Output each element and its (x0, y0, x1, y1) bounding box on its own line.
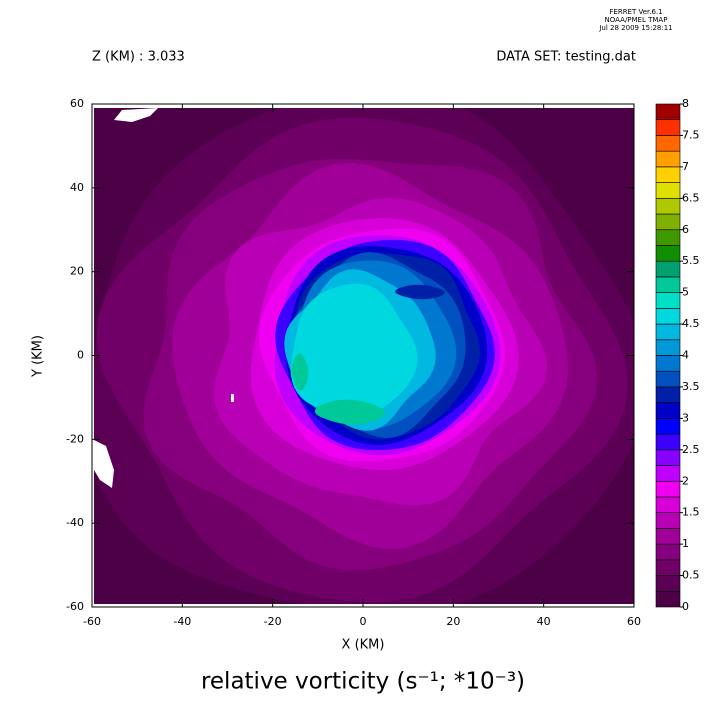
y-axis-label: Y (KM) (31, 335, 46, 378)
colorbar-swatch (655, 150, 681, 168)
colorbar-swatch (655, 323, 681, 341)
colorbar-swatch (655, 402, 681, 419)
missing-data (94, 440, 114, 488)
colorbar-swatch (655, 198, 681, 215)
colorbar-tick-label: 3.5 (682, 380, 700, 393)
colorbar-swatch (655, 308, 681, 325)
colorbar-tick-label: 6 (682, 223, 689, 236)
colorbar-swatch (655, 543, 681, 561)
y-tick-label: -20 (66, 432, 84, 445)
colorbar-swatch (655, 135, 681, 152)
colorbar-swatch (655, 339, 681, 356)
x-tick-label: -40 (173, 615, 191, 628)
colorbar-tick-label: 7.5 (682, 128, 700, 141)
colorbar-tick-label: 5.5 (682, 254, 700, 267)
y-tick-label: 0 (77, 349, 84, 362)
colorbar-swatch (655, 449, 681, 466)
colorbar-swatch (655, 245, 681, 262)
x-tick-label: 0 (360, 615, 367, 628)
missing-data (114, 108, 158, 122)
colorbar-swatch (655, 276, 681, 293)
colorbar-swatch (655, 119, 681, 136)
missing-data (231, 394, 234, 402)
colorbar-tick-label: 2 (682, 474, 689, 487)
y-tick-label: 60 (70, 97, 84, 110)
colorbar-swatch (655, 292, 681, 309)
colorbar-tick-label: 0 (682, 600, 689, 613)
y-tick-label: -60 (66, 600, 84, 613)
subtitle-right: DATA SET: testing.dat (496, 50, 636, 65)
colorbar-swatch (655, 512, 681, 529)
contour-band (314, 399, 386, 425)
colorbar-swatch (655, 575, 681, 592)
colorbar-tick-label: 8 (682, 97, 689, 110)
x-axis-label: X (KM) (342, 638, 385, 653)
colorbar-swatch (655, 166, 681, 183)
colorbar-tick-label: 1.5 (682, 506, 700, 519)
y-tick-label: -40 (66, 516, 84, 529)
colorbar-tick-label: 2.5 (682, 443, 700, 456)
contour-band (290, 283, 418, 416)
x-tick-label: -20 (264, 615, 282, 628)
header-line: NOAA/PMEL TMAP (605, 16, 668, 24)
chart-title: relative vorticity (s⁻¹; *10⁻³) (201, 669, 525, 695)
colorbar-swatch (655, 103, 681, 121)
colorbar-swatch (655, 386, 681, 403)
colorbar-swatch (655, 480, 681, 498)
x-tick-label: 60 (627, 615, 641, 628)
colorbar-swatch (655, 182, 681, 199)
y-tick-label: 40 (70, 181, 84, 194)
colorbar-swatch (655, 213, 681, 231)
colorbar-swatch (655, 559, 681, 576)
x-tick-label: 40 (537, 615, 551, 628)
colorbar-swatch (655, 260, 681, 278)
y-tick-label: 20 (70, 265, 84, 278)
colorbar-tick-label: 5 (682, 286, 689, 299)
colorbar-swatch (655, 590, 681, 608)
contour-field (94, 108, 634, 604)
colorbar-tick-label: 0.5 (682, 569, 700, 582)
colorbar-swatch (655, 433, 681, 451)
x-tick-label: 20 (446, 615, 460, 628)
contour-band (395, 284, 445, 300)
colorbar-swatch (655, 465, 681, 482)
colorbar-tick-label: 4.5 (682, 317, 700, 330)
colorbar-swatch (655, 496, 681, 513)
colorbar-swatch (655, 528, 681, 545)
colorbar-tick-label: 4 (682, 349, 689, 362)
colorbar-swatch (655, 355, 681, 372)
header-line: FERRET Ver.6.1 (609, 8, 662, 16)
contour-band (291, 353, 309, 391)
colorbar-tick-label: 1 (682, 537, 689, 550)
subtitle-left: Z (KM) : 3.033 (92, 50, 185, 65)
header-line: Jul 28 2009 15:28:11 (598, 24, 672, 32)
x-tick-label: -60 (83, 615, 101, 628)
colorbar-tick-label: 3 (682, 411, 689, 424)
colorbar-swatch (655, 229, 681, 246)
colorbar-swatch (655, 370, 681, 388)
colorbar-tick-label: 7 (682, 160, 689, 173)
colorbar-tick-label: 6.5 (682, 191, 700, 204)
colorbar-swatch (655, 418, 681, 435)
